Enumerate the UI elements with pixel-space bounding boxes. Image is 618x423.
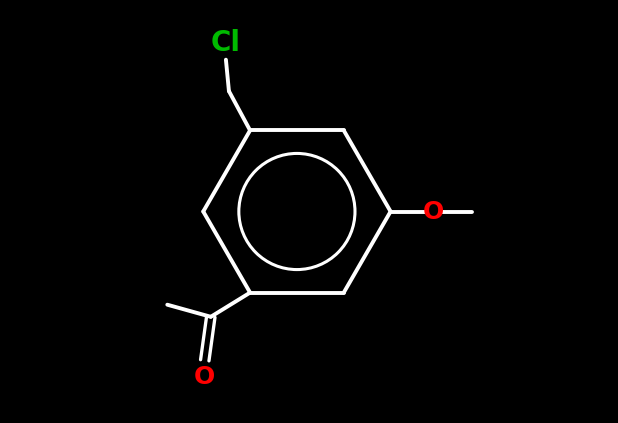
Text: O: O (194, 365, 216, 389)
Text: Cl: Cl (211, 29, 241, 57)
Text: O: O (422, 200, 444, 223)
